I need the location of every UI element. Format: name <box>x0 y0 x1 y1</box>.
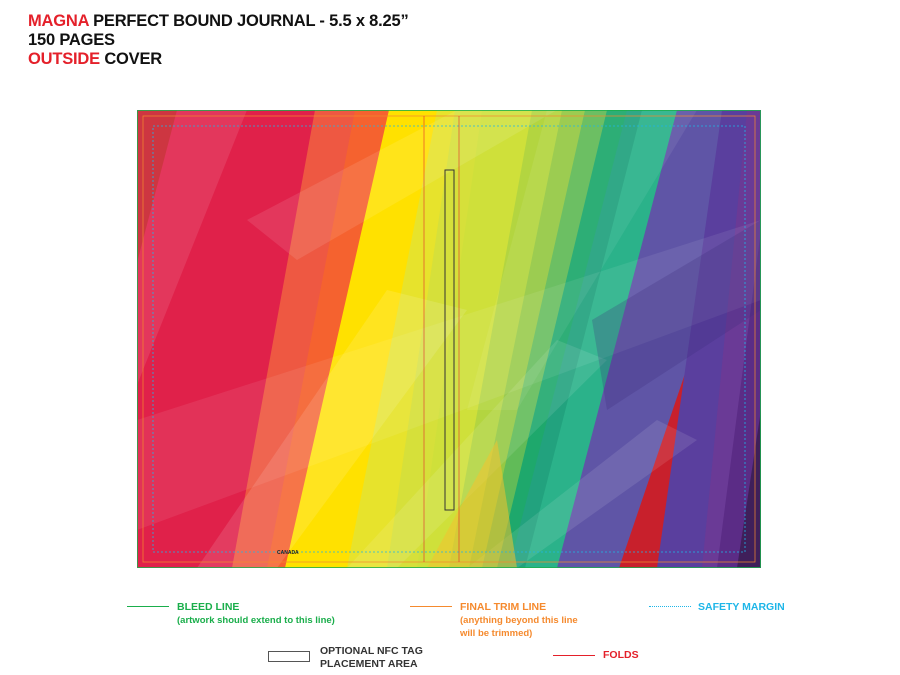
legend-folds: FOLDS <box>603 649 639 662</box>
legend-safety: SAFETY MARGIN <box>698 601 785 614</box>
nfc-tag-area <box>444 169 455 511</box>
bleed-line <box>137 110 761 568</box>
back-cover-text: CANADA <box>277 550 299 556</box>
safety-margin-swatch <box>649 606 691 607</box>
bleed-line-swatch <box>127 606 169 607</box>
trim-line-swatch <box>410 606 452 607</box>
legend-trim: FINAL TRIM LINE (anything beyond this li… <box>460 601 578 640</box>
bleed-note: (artwork should extend to this line) <box>177 615 335 626</box>
bleed-label: BLEED LINE <box>177 601 240 613</box>
cover-artwork: CANADA <box>137 110 761 568</box>
nfc-label-1: OPTIONAL NFC TAG <box>320 645 423 657</box>
legend-bleed: BLEED LINE (artwork should extend to thi… <box>177 601 335 627</box>
cover-label: COVER <box>99 50 163 68</box>
trim-label: FINAL TRIM LINE <box>460 601 547 613</box>
nfc-swatch-icon <box>268 651 310 662</box>
trim-note-2: will be trimmed) <box>460 628 533 639</box>
product-title: PERFECT BOUND JOURNAL - 5.5 x 8.25” <box>88 12 409 30</box>
title-line-cover: OUTSIDE COVER <box>28 50 409 69</box>
folds-swatch <box>553 655 595 656</box>
title-block: MAGNA PERFECT BOUND JOURNAL - 5.5 x 8.25… <box>28 12 409 69</box>
title-line-product: MAGNA PERFECT BOUND JOURNAL - 5.5 x 8.25… <box>28 12 409 31</box>
legend-nfc: OPTIONAL NFC TAG PLACEMENT AREA <box>320 645 423 671</box>
rainbow-cover-art: CANADA <box>137 110 761 568</box>
folds-label: FOLDS <box>603 649 639 661</box>
trim-note-1: (anything beyond this line <box>460 615 578 626</box>
safety-label: SAFETY MARGIN <box>698 601 785 613</box>
trim-line <box>142 115 756 563</box>
brand-name: MAGNA <box>28 12 89 30</box>
safety-margin <box>152 125 746 553</box>
nfc-label-2: PLACEMENT AREA <box>320 658 418 670</box>
cover-side-label: OUTSIDE <box>28 50 100 68</box>
page-count: 150 PAGES <box>28 31 115 49</box>
